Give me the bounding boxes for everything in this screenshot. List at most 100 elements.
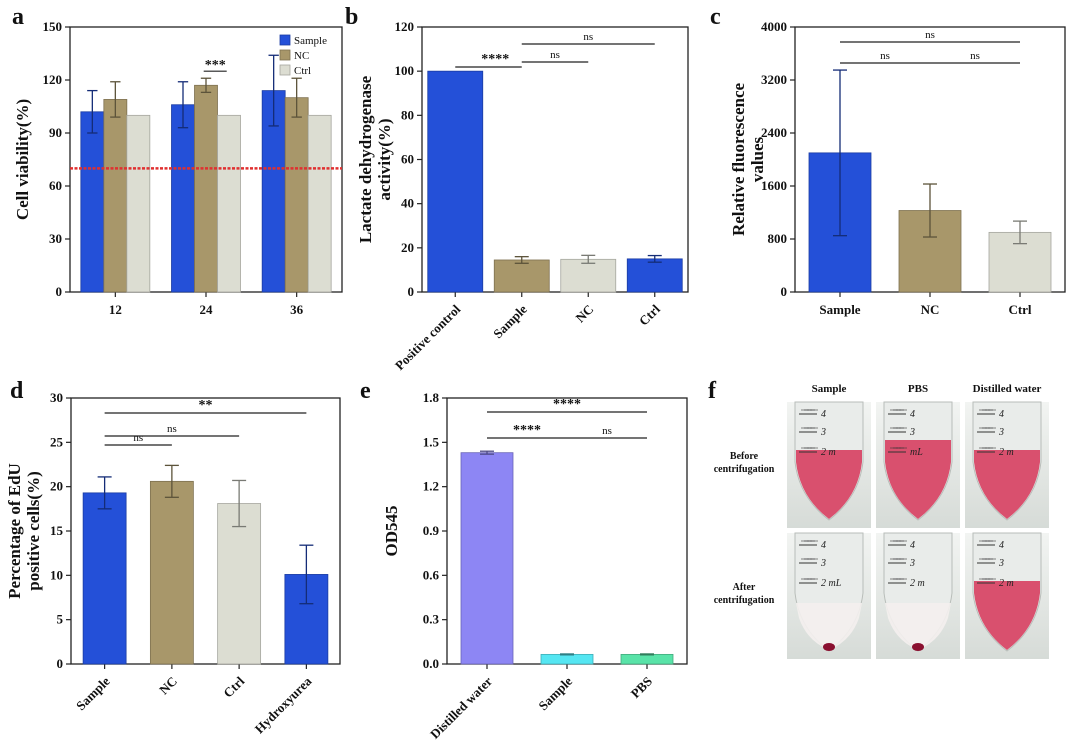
y-tick-label: 4000 — [761, 19, 787, 34]
graduation-label: 2 m — [821, 447, 836, 458]
y-axis-label-line: Lactate dehydrogenase — [356, 75, 375, 243]
bar-sample — [493, 259, 550, 293]
panel-label-e: e — [360, 378, 371, 404]
graduation-label: 3 — [820, 427, 826, 438]
bar-nc — [284, 97, 309, 293]
y-tick-label: 20 — [50, 479, 63, 494]
bar-ctrl — [626, 258, 683, 293]
bar-ctrl — [217, 114, 241, 293]
bar-ctrl — [307, 114, 332, 293]
bar-nc — [103, 99, 128, 293]
bar-nc — [560, 258, 617, 293]
y-tick-label: 10 — [50, 567, 63, 582]
panel-label-c: c — [710, 4, 721, 30]
panel-label-a: a — [12, 4, 24, 30]
y-tick-label: 5 — [57, 612, 64, 627]
x-tick-label: Sample — [535, 673, 575, 713]
bar-ctrl — [126, 114, 151, 293]
y-tick-label: 40 — [401, 196, 414, 211]
graduation-label: 2 m — [999, 447, 1014, 458]
graduation-label: mL — [910, 447, 923, 458]
x-tick-label: Ctrl — [1008, 302, 1031, 317]
photo-row-label: Before centrifugation — [714, 451, 775, 475]
y-tick-label: 0.6 — [423, 567, 440, 582]
y-axis-label: Cell viability(%) — [13, 99, 32, 220]
y-tick-label: 80 — [401, 107, 414, 122]
significance-label: ns — [167, 423, 177, 435]
y-axis-label: Percentage of EdUpositive cells(%) — [5, 463, 43, 599]
chart-d: 0 5 10 15 20 25 30 Percentage of EdUpositive ce… — [5, 390, 341, 736]
photo-row-label-line: After — [733, 582, 756, 593]
y-tick-label: 0 — [781, 284, 788, 299]
y-tick-label: 15 — [50, 523, 64, 538]
legend-label-sample: Sample — [294, 35, 327, 47]
tube-photo: 4 3 2 m — [965, 401, 1049, 528]
graduation-label: 3 — [909, 427, 915, 438]
y-tick-label: 0 — [408, 284, 415, 299]
significance-label: ns — [550, 49, 560, 61]
photo-row-label-line: centrifugation — [714, 595, 775, 606]
red-liquid — [974, 450, 1040, 519]
y-axis-label: Lactate dehydrogenaseactivity(%) — [356, 75, 394, 243]
significance-label: ** — [199, 398, 213, 413]
x-tick-label: Ctrl — [220, 673, 247, 700]
x-tick-label: Sample — [490, 301, 530, 341]
y-tick-label: 120 — [43, 72, 63, 87]
y-tick-label: 1.5 — [423, 434, 440, 449]
bar-pbs — [620, 653, 674, 665]
y-tick-label: 30 — [50, 390, 63, 405]
y-axis-label-line: OD545 — [382, 506, 401, 557]
legend-label-nc: NC — [294, 50, 309, 62]
y-tick-label: 20 — [401, 240, 414, 255]
significance-label: ns — [133, 432, 143, 444]
y-axis-label-line: Percentage of EdU — [5, 463, 24, 599]
y-tick-label: 25 — [50, 434, 64, 449]
bar-sample — [80, 111, 105, 293]
y-axis-label: OD545 — [382, 506, 401, 557]
graduation-label: 4 — [910, 540, 915, 551]
bar-distilled-water — [460, 452, 514, 665]
significance-label: ns — [583, 31, 593, 43]
bar-nc — [149, 480, 194, 665]
significance-label: ns — [970, 50, 980, 62]
y-tick-label: 2400 — [761, 125, 787, 140]
bar-ctrl — [217, 503, 262, 665]
panel-label-d: d — [10, 378, 24, 404]
clear-supernatant — [796, 603, 862, 650]
photo-row-label: After centrifugation — [714, 582, 775, 606]
panel-label-f: f — [708, 378, 717, 404]
graduation-label: 3 — [820, 558, 826, 569]
y-tick-label: 1.8 — [423, 390, 440, 405]
photo-grid: Sample PBS Distilled water Before centrifuga… — [714, 383, 1049, 659]
photo-row-label-line: centrifugation — [714, 464, 775, 475]
y-tick-label: 0 — [57, 656, 64, 671]
y-tick-label: 100 — [395, 63, 415, 78]
y-axis-label-line: Relative fluorescence — [729, 83, 748, 237]
y-tick-label: 0.9 — [423, 523, 440, 538]
legend-swatch-nc — [279, 49, 291, 61]
red-liquid — [885, 440, 951, 519]
x-tick-label: NC — [156, 674, 180, 698]
graduation-label: 4 — [999, 409, 1004, 420]
significance-label: ns — [925, 29, 935, 41]
chart-a: 0 30 60 90 120 150 Cell viability(%) 12 24 36 Samp… — [13, 19, 343, 317]
panel-label-b: b — [345, 4, 358, 30]
cell-pellet — [823, 643, 835, 651]
graduation-label: 3 — [998, 558, 1004, 569]
y-tick-label: 30 — [49, 231, 62, 246]
clear-supernatant — [885, 603, 951, 650]
tube-photo: 4 3 2 mL — [787, 532, 871, 659]
y-tick-label: 60 — [401, 152, 414, 167]
y-tick-label: 800 — [768, 231, 788, 246]
x-tick-label: Hydroxyurea — [252, 673, 315, 736]
chart-b: 0 20 40 60 80 100 120 Lactate dehydrogenaseacti… — [356, 19, 689, 373]
photo-column-label: Distilled water — [973, 383, 1042, 395]
y-axis-label-line: positive cells(%) — [24, 471, 43, 590]
significance-label: **** — [481, 52, 509, 67]
significance-label: **** — [513, 423, 541, 438]
tube-photo: 4 3 mL — [876, 401, 960, 528]
photo-column-label: PBS — [908, 383, 928, 395]
x-tick-label: 12 — [109, 302, 122, 317]
